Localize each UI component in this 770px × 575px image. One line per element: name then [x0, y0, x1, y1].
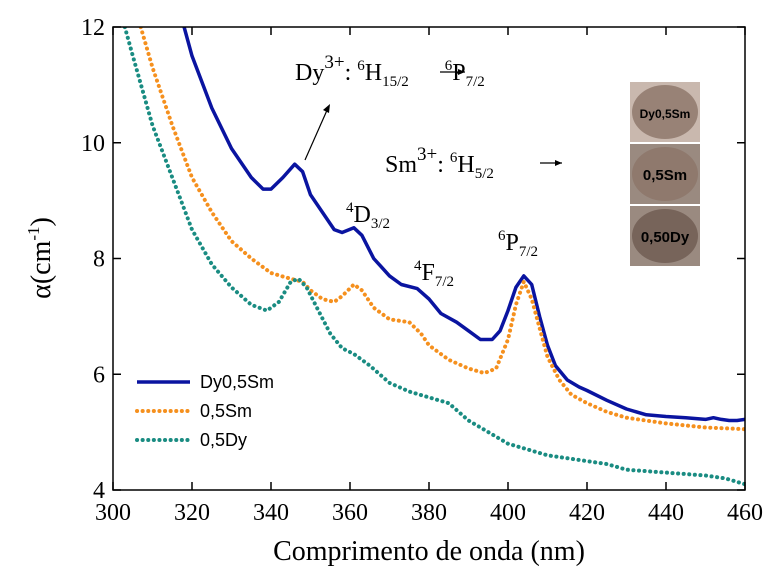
- x-tick-label: 340: [253, 500, 289, 526]
- ann-sub: 15/2: [382, 74, 409, 90]
- chart: Comprimento de onda (nm) α(cm-1) Dy3+: 6…: [0, 0, 770, 575]
- annotation: 4F7/2: [414, 258, 454, 290]
- ann-sup: 3+: [324, 52, 344, 73]
- ann-text: P: [506, 230, 519, 256]
- x-tick-label: 420: [569, 500, 605, 526]
- y-tick-label: 6: [93, 362, 105, 388]
- x-axis-label: Comprimento de onda (nm): [273, 536, 585, 567]
- y-axis-label-end: ): [26, 217, 57, 226]
- photo-label: Dy0,5Sm: [640, 107, 691, 121]
- arrow-head: [555, 160, 562, 166]
- ann-sub: 5/2: [475, 166, 494, 182]
- ann-text: :: [437, 152, 450, 178]
- ann-sub: 7/2: [466, 74, 485, 90]
- x-tick-label: 380: [411, 500, 447, 526]
- legend-label: 0,5Dy: [200, 430, 247, 450]
- ann-text: D: [354, 202, 371, 228]
- annotation: 4D3/2: [346, 200, 390, 232]
- ann-sub: 3/2: [371, 216, 390, 232]
- x-tick-label: 440: [648, 500, 684, 526]
- y-tick-label: 12: [81, 15, 105, 41]
- ann-text: F: [422, 260, 435, 286]
- y-tick-label: 4: [93, 478, 105, 504]
- photo-label: 0,50Dy: [641, 229, 690, 246]
- y-tick-label: 10: [81, 131, 105, 157]
- arrow: [305, 108, 328, 160]
- ann-text: Sm: [385, 152, 417, 178]
- ann-sub: 7/2: [435, 274, 454, 290]
- legend-label: 0,5Sm: [200, 401, 252, 421]
- x-tick-label: 360: [332, 500, 368, 526]
- ann-text: H: [365, 60, 382, 86]
- ann-sub: 7/2: [519, 244, 538, 260]
- y-tick-label: 8: [93, 247, 105, 273]
- ann-sup: 3+: [417, 144, 437, 165]
- photo-label: 0,5Sm: [643, 167, 687, 184]
- y-axis-label-main: α(cm: [26, 240, 57, 298]
- ann-text: :: [345, 60, 358, 86]
- ann-text: Dy: [295, 60, 324, 86]
- y-axis-label: α(cm-1): [24, 217, 57, 299]
- arrow-head: [323, 104, 330, 113]
- x-tick-label: 400: [490, 500, 526, 526]
- annotation: Sm3+: 6H5/2: [385, 144, 494, 182]
- x-tick-label: 320: [174, 500, 210, 526]
- ann-text: H: [457, 152, 474, 178]
- annotation: 6P7/2: [498, 228, 538, 260]
- y-axis-label-sup: -1: [24, 226, 43, 240]
- legend-label: Dy0,5Sm: [200, 372, 274, 392]
- x-tick-label: 460: [727, 500, 763, 526]
